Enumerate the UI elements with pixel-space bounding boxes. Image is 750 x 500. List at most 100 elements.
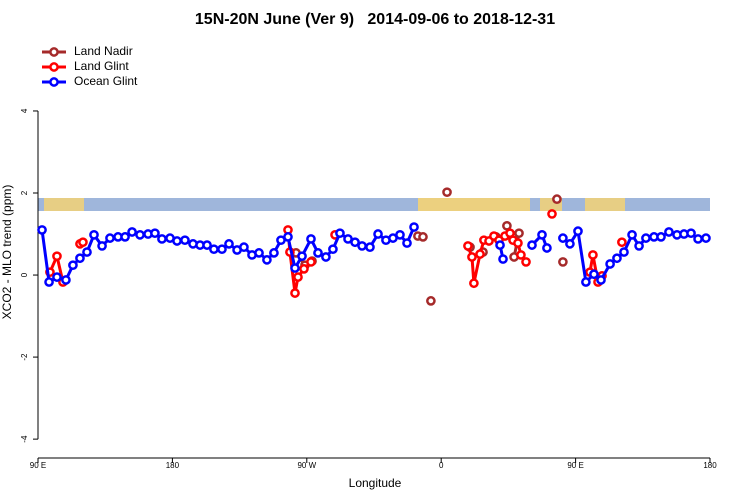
point: [97, 241, 107, 251]
point: [527, 240, 537, 250]
chart-title: 15N-20N June (Ver 9) 2014-09-06 to 2018-…: [195, 11, 555, 28]
point: [262, 255, 272, 265]
legend-label: Land Glint: [74, 59, 129, 73]
point: [573, 226, 583, 237]
point: [426, 296, 436, 306]
point: [217, 244, 227, 255]
point: [588, 250, 598, 260]
point: [52, 272, 62, 282]
point: [565, 239, 575, 249]
point: [612, 253, 622, 264]
point: [290, 288, 300, 298]
point: [558, 257, 568, 267]
point: [542, 243, 552, 253]
land-patch: [585, 198, 625, 211]
point: [357, 241, 367, 251]
point: [514, 228, 524, 239]
point: [605, 259, 615, 269]
point: [627, 229, 637, 240]
point: [89, 229, 99, 240]
point: [37, 225, 47, 235]
point: [617, 237, 627, 248]
point: [239, 242, 249, 253]
point: [306, 234, 316, 244]
point: [321, 252, 331, 262]
point: [373, 229, 383, 239]
point: [498, 254, 508, 264]
x-tick-label: 90 E: [567, 461, 583, 470]
point: [328, 244, 338, 255]
point: [547, 209, 557, 219]
point: [395, 229, 405, 240]
point: [150, 228, 160, 239]
point: [254, 248, 264, 258]
y-axis-label: XCO2 - MLO trend (ppm): [0, 185, 14, 320]
map-band: [38, 198, 710, 211]
x-axis-label: Longitude: [349, 476, 402, 490]
point: [202, 240, 212, 250]
point: [596, 275, 606, 285]
x-tick-label: 180: [166, 461, 180, 470]
y-tick-label: -2: [20, 353, 29, 361]
point: [558, 233, 568, 243]
legend-label: Land Nadir: [74, 44, 133, 58]
point: [701, 233, 711, 243]
point: [78, 237, 88, 248]
point: [44, 277, 54, 287]
point: [297, 251, 307, 262]
land-patch: [44, 198, 84, 211]
point: [127, 227, 137, 237]
point: [75, 253, 85, 264]
point: [209, 244, 219, 255]
point: [581, 277, 591, 287]
point: [513, 238, 523, 248]
point: [180, 235, 190, 246]
point: [306, 257, 316, 267]
point: [402, 238, 412, 248]
point: [82, 247, 92, 257]
x-tick-label: 0: [439, 461, 444, 470]
point: [521, 257, 531, 267]
point: [172, 236, 182, 246]
point: [442, 187, 452, 198]
point: [619, 247, 629, 257]
y-tick-label: -4: [20, 435, 29, 443]
y-tick-label: 0: [20, 272, 29, 277]
point: [641, 233, 651, 243]
point: [469, 278, 479, 289]
point: [52, 251, 62, 262]
point: [693, 234, 703, 244]
point: [157, 234, 167, 244]
point: [365, 242, 375, 253]
point: [68, 260, 78, 271]
x-tick-label: 90 E: [30, 461, 46, 470]
point: [293, 272, 303, 282]
x-tick-label: 90 W: [297, 461, 316, 470]
land-patch: [418, 198, 530, 211]
point: [350, 237, 360, 248]
point: [537, 229, 547, 240]
point: [299, 264, 309, 274]
point: [120, 232, 130, 242]
point: [105, 233, 115, 243]
point: [335, 228, 345, 239]
point: [283, 232, 293, 242]
legend-marker: [49, 47, 59, 57]
point: [290, 263, 300, 273]
point: [418, 232, 428, 242]
point: [634, 241, 644, 251]
point: [589, 269, 599, 280]
y-tick-label: 4: [20, 108, 29, 113]
point: [463, 241, 473, 251]
point: [516, 250, 526, 260]
legend-marker: [49, 62, 59, 72]
point: [552, 194, 562, 205]
point: [269, 248, 279, 258]
point: [502, 220, 512, 231]
legend-label: Ocean Glint: [74, 74, 138, 88]
point: [224, 239, 234, 249]
point: [313, 248, 323, 258]
x-tick-label: 180: [703, 461, 717, 470]
point: [656, 232, 666, 242]
